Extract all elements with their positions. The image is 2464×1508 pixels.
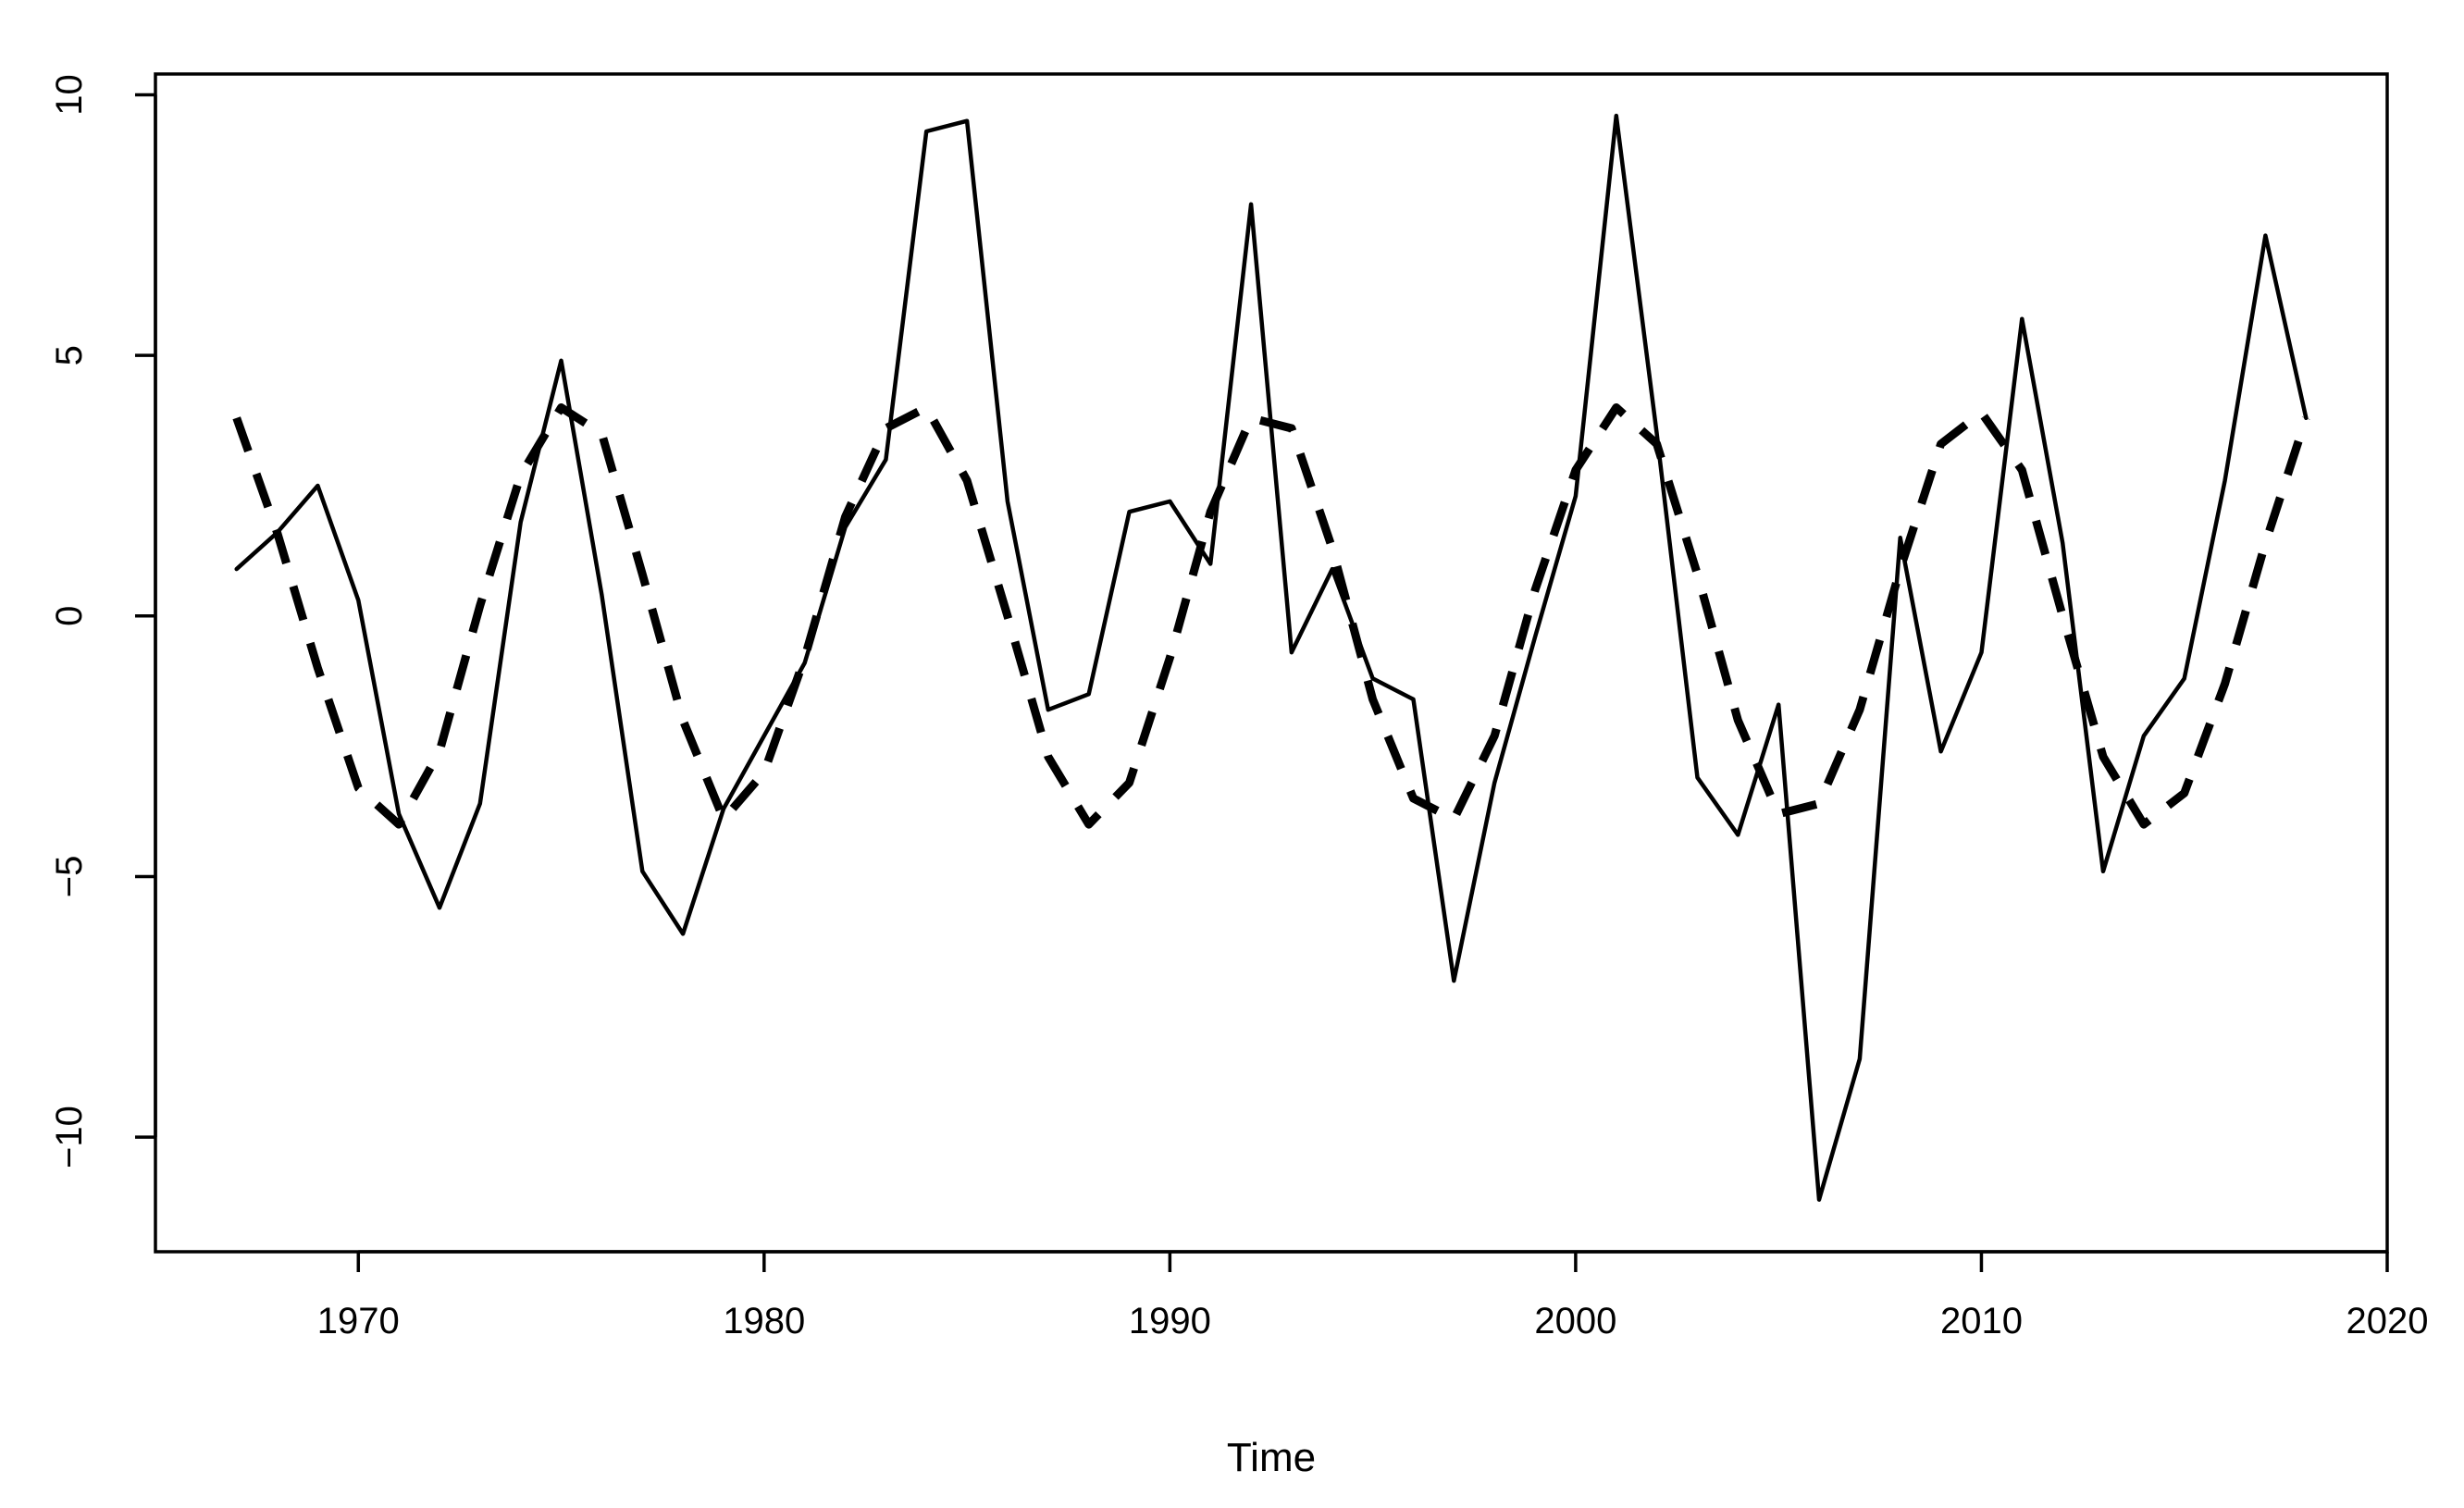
x-tick-label: 2020 [2346,1301,2429,1341]
y-tick-label: 5 [49,345,90,365]
y-tick-label: −10 [49,1106,90,1168]
x-axis-title: Time [1227,1435,1316,1480]
series-line-1-solid [234,113,2309,1202]
x-tick-label: 2000 [1534,1301,1616,1341]
y-tick-label: 10 [49,74,90,116]
y-tick-label: −5 [49,856,90,898]
y-axis: −10 −5 0 5 10 [49,74,157,1168]
x-tick-label: 1980 [723,1301,805,1341]
series-lines-layer [232,113,2310,1202]
series-line-2-dashed [232,403,2310,829]
x-tick-label: 1970 [317,1301,400,1341]
x-tick-label: 1990 [1129,1301,1211,1341]
y-tick-label: 0 [49,606,90,626]
x-tick-label: 2010 [1940,1301,2023,1341]
x-axis: 1970 1980 1990 2000 2010 2020 [317,1250,2429,1341]
